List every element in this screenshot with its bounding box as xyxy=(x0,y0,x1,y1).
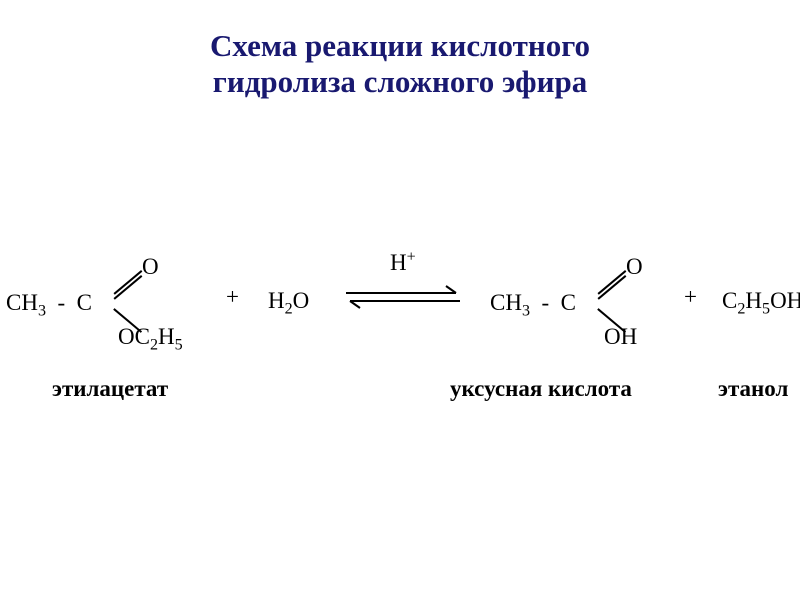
title-line-1: Схема реакции кислотного xyxy=(0,28,800,64)
bond-double-2a xyxy=(598,270,627,294)
title-line-2: гидролиза сложного эфира xyxy=(0,64,800,100)
ethylacetate-oc2h5: OC2H5 xyxy=(118,324,183,350)
ethylacetate-backbone: CH3 - C xyxy=(6,290,92,315)
bond-double-2b xyxy=(598,275,627,299)
plus-2: + xyxy=(684,284,697,310)
reaction-scheme: CH3 - C O OC2H5 + H2O H+ xyxy=(0,250,800,450)
label-ethanol: этанол xyxy=(718,376,788,402)
label-ethylacetate: этилацетат xyxy=(52,376,168,402)
reagent-water: H2O xyxy=(268,288,309,314)
molecule-acetic-acid: CH3 - C O OH xyxy=(490,290,576,316)
slide-title: Схема реакции кислотного гидролиза сложн… xyxy=(0,28,800,99)
bond-double-1b xyxy=(114,275,143,299)
bond-double-1a xyxy=(114,270,143,294)
ethylacetate-o: O xyxy=(142,254,159,280)
plus-1: + xyxy=(226,284,239,310)
equilibrium-arrow xyxy=(338,280,468,316)
catalyst-h-plus: H+ xyxy=(390,250,416,276)
molecule-ethylacetate: CH3 - C O OC2H5 xyxy=(6,290,92,316)
molecule-ethanol: C2H5OH xyxy=(722,288,800,314)
acetic-backbone: CH3 - C xyxy=(490,290,576,315)
acetic-oh: OH xyxy=(604,324,637,350)
acetic-o: O xyxy=(626,254,643,280)
label-acetic-acid: уксусная кислота xyxy=(450,376,632,402)
